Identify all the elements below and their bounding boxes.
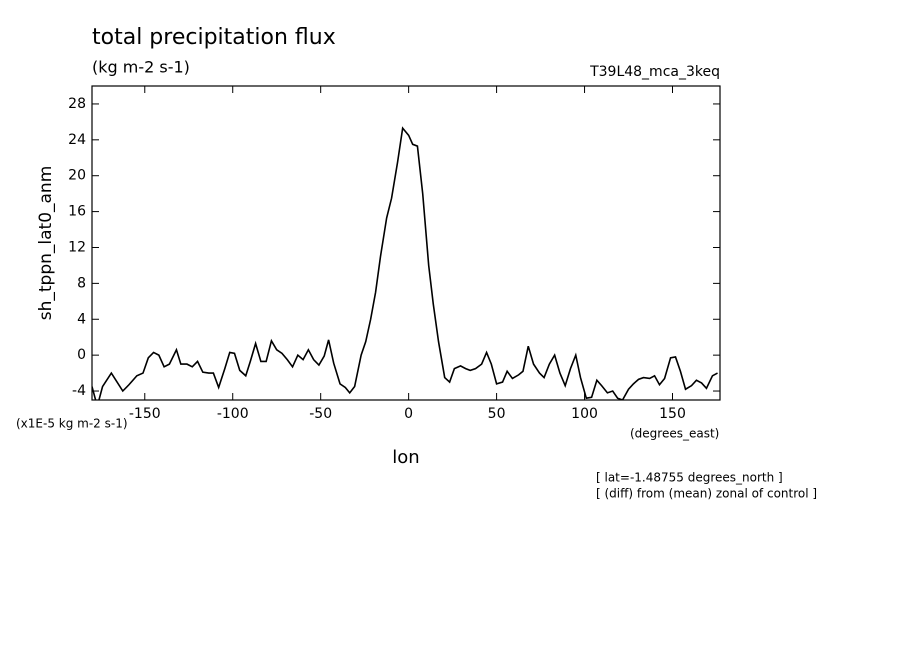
y-axis-label: sh_tppn_lat0_anm: [36, 166, 56, 321]
y-tick-label: 12: [68, 239, 86, 255]
y-tick-label: 0: [77, 347, 86, 363]
x-tick-label: -100: [217, 406, 249, 422]
dataset-label: T39L48_mca_3keq: [589, 64, 720, 80]
y-tick-label: -4: [72, 383, 86, 399]
y-tick-label: 16: [68, 204, 86, 220]
x-tick-label: 100: [571, 406, 598, 422]
annotation: [ lat=-1.48755 degrees_north ]: [596, 471, 783, 485]
annotation: [ (diff) from (mean) zonal of control ]: [596, 487, 817, 501]
x-tick-label: -150: [129, 406, 161, 422]
x-tick-label: 150: [659, 406, 686, 422]
chart-title: total precipitation flux: [92, 25, 336, 50]
data-line: [92, 126, 718, 400]
x-tick-label: -50: [309, 406, 332, 422]
y-tick-label: 20: [68, 168, 86, 184]
x-axis-label: lon: [392, 447, 419, 468]
x-units: (degrees_east): [630, 427, 719, 441]
y-tick-label: 24: [68, 132, 86, 148]
y-units: (x1E-5 kg m-2 s-1): [16, 417, 128, 431]
x-tick-label: 50: [488, 406, 506, 422]
y-tick-label: 28: [68, 96, 86, 112]
y-tick-label: 8: [77, 275, 86, 291]
y-tick-label: 4: [77, 311, 86, 327]
plot-frame: [91, 85, 721, 401]
x-tick-label: 0: [404, 406, 413, 422]
chart-subtitle: (kg m-2 s-1): [92, 58, 190, 77]
